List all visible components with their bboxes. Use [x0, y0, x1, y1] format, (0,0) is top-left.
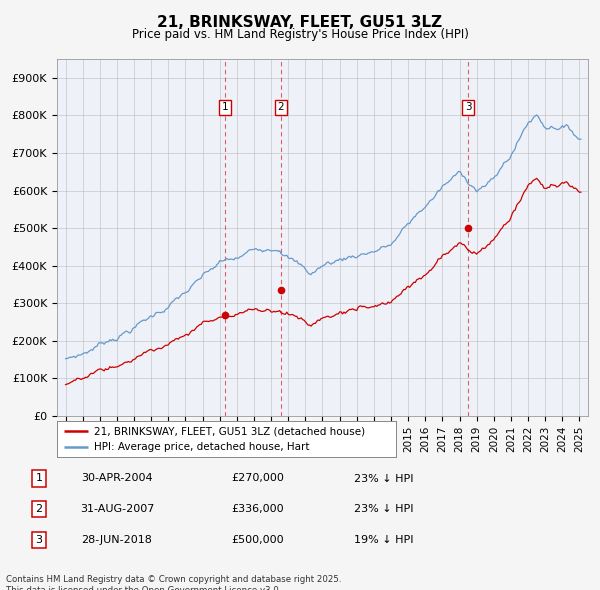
Text: Price paid vs. HM Land Registry's House Price Index (HPI): Price paid vs. HM Land Registry's House … — [131, 28, 469, 41]
Text: 23% ↓ HPI: 23% ↓ HPI — [354, 474, 414, 483]
Text: 21, BRINKSWAY, FLEET, GU51 3LZ: 21, BRINKSWAY, FLEET, GU51 3LZ — [157, 15, 443, 30]
Text: 1: 1 — [222, 102, 229, 112]
Text: 3: 3 — [465, 102, 472, 112]
Text: HPI: Average price, detached house, Hart: HPI: Average price, detached house, Hart — [94, 442, 310, 451]
Text: 2: 2 — [35, 504, 43, 514]
Text: 2: 2 — [278, 102, 284, 112]
Text: £500,000: £500,000 — [232, 535, 284, 545]
Text: 30-APR-2004: 30-APR-2004 — [81, 474, 153, 483]
Text: 19% ↓ HPI: 19% ↓ HPI — [354, 535, 414, 545]
Text: £336,000: £336,000 — [232, 504, 284, 514]
Text: 1: 1 — [35, 474, 43, 483]
Text: 21, BRINKSWAY, FLEET, GU51 3LZ (detached house): 21, BRINKSWAY, FLEET, GU51 3LZ (detached… — [94, 427, 365, 436]
Text: Contains HM Land Registry data © Crown copyright and database right 2025.
This d: Contains HM Land Registry data © Crown c… — [6, 575, 341, 590]
Text: 23% ↓ HPI: 23% ↓ HPI — [354, 504, 414, 514]
Text: £270,000: £270,000 — [232, 474, 284, 483]
Text: 31-AUG-2007: 31-AUG-2007 — [80, 504, 154, 514]
Text: 3: 3 — [35, 535, 43, 545]
Text: 28-JUN-2018: 28-JUN-2018 — [82, 535, 152, 545]
